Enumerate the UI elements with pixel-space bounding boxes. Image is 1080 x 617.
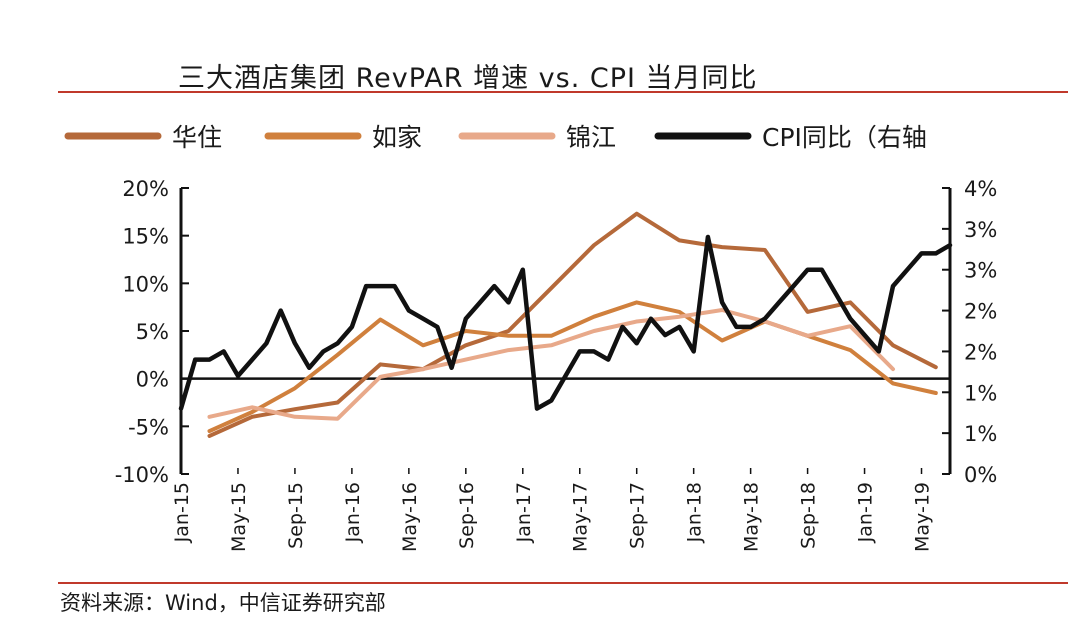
x-tick-label: Jan-19 [855,482,877,543]
x-tick-label: Sep-15 [285,482,307,549]
x-tick-label: May-19 [912,482,934,552]
x-tick-label: Sep-17 [627,482,649,549]
right-tick-label: 0% [964,463,997,487]
x-tick-label: May-17 [570,482,592,552]
legend-label: 如家 [372,123,422,152]
x-tick-label: Jan-18 [684,482,706,543]
x-tick-label: Jan-16 [342,482,364,543]
chart-title: 三大酒店集团 RevPAR 增速 vs. CPI 当月同比 [178,63,758,94]
right-tick-label: 2% [964,300,997,324]
x-tick-label: Jan-17 [513,482,535,543]
right-tick-label: 3% [964,218,997,242]
source-note: 资料来源：Wind，中信证券研究部 [60,591,386,615]
series-line [207,308,895,421]
right-tick-label: 4% [964,177,997,201]
series-line [207,300,938,434]
x-tick-label: May-15 [228,482,250,552]
source-rule [58,582,1068,584]
x-tick-label: Sep-16 [456,482,478,549]
left-tick-label: -5% [128,415,169,439]
series-line [178,234,953,411]
right-tick-label: 1% [964,381,997,405]
x-tick-label: May-16 [399,482,421,552]
series-line [207,211,938,438]
left-tick-label: 5% [136,320,169,344]
left-tick-label: 15% [122,225,169,249]
x-tick-label: Jan-15 [171,482,193,543]
right-tick-label: 1% [964,422,997,446]
right-tick-label: 2% [964,340,997,364]
legend-label: 锦江 [566,123,616,152]
chart-canvas: 20% 15% 10% 5% 0% -5% -10% 4% 3% 3% 2% 2% 1% 1% 0% Jan-… [64,123,997,552]
legend-label: 华住 [172,123,222,152]
x-tick-label: May-18 [741,482,763,552]
x-tick-label: Sep-18 [798,482,820,549]
title-rule [58,91,1068,93]
legend-label: CPI同比（右轴 [762,123,927,152]
left-tick-label: 10% [122,272,169,296]
left-tick-label: -10% [115,463,169,487]
left-tick-label: 20% [122,177,169,201]
right-tick-label: 3% [964,259,997,283]
left-tick-label: 0% [136,368,169,392]
